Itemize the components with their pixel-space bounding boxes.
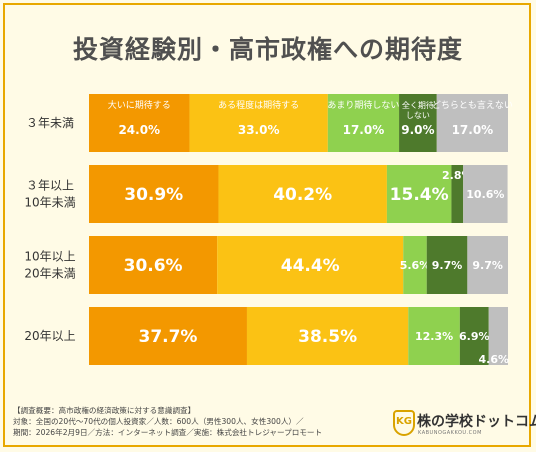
data-label: 30.9% [124,185,183,205]
footer-line: 期間：2026年2月9日／方法：インターネット調査／実施：株式会社トレジャープロ… [13,428,323,437]
bar-segment [408,307,460,365]
bar-segment [467,236,508,294]
data-label: 9.7% [472,259,503,272]
data-label: 38.5% [298,327,357,347]
bar-segment [89,94,190,152]
chart-frame [3,3,531,447]
bar-segment [426,236,468,294]
data-label: 17.0% [452,123,494,137]
category-label: ３年以上 10年未満 [24,179,75,210]
data-label: 33.0% [238,123,280,137]
legend-label: 大いに期待する [108,99,171,111]
bar-segment [451,165,464,223]
bar-segment [189,94,328,152]
category-label: 10年以上 20年未満 [24,250,75,281]
bar-segment [386,165,452,223]
data-label: 37.7% [138,327,197,347]
bar-segment [327,94,400,152]
bar-segment [463,165,508,223]
bar-segment [459,307,489,365]
bar-segment [403,236,427,294]
category-label: 20年以上 [24,329,75,343]
bar-segment [89,236,218,294]
logo-name: 株の学校ドットコム [417,414,536,430]
data-label: 30.6% [124,256,183,276]
data-label: 5.6% [400,259,431,272]
data-label: 12.3% [415,330,453,343]
bar-segment [217,236,404,294]
data-label: 4.6% [478,353,509,366]
chart-title: 投資経験別・高市政権への期待度 [72,35,463,64]
data-label: 40.2% [273,185,332,205]
bar-segment [488,307,508,365]
data-label: 9.0% [401,123,434,137]
survey-footer: 【調査概要：高市政権の経済政策に対する意識調査】 対象：全国の20代〜70代の個… [13,405,383,438]
legend-label: ある程度は期待する [218,99,299,111]
bar-segment [246,307,409,365]
data-label: 24.0% [118,123,160,137]
legend-label: どちらとも言えない [432,99,513,111]
logo-url: KABUNOGAKKOU.COM [418,430,482,436]
footer-line: 【調査概要：高市政権の経済政策に対する意識調査】 [13,406,196,415]
footer-line: 対象：全国の20代〜70代の個人投資家／人数：600人（男性300人、女性300… [13,417,304,426]
brand-logo: KG 株の学校ドットコム KABUNOGAKKOU.COM [393,410,536,442]
bar-segment [218,165,387,223]
bar-segment [89,307,247,365]
legend-label: 全く期待しない [402,100,434,120]
data-label: 6.9% [459,330,490,343]
bar-segment [89,165,219,223]
data-label: 15.4% [390,185,449,205]
data-label: 10.6% [466,188,504,201]
category-label: ３年未満 [26,116,74,130]
data-label: 9.7% [432,259,463,272]
bar-segment [436,94,508,152]
bar-segment [399,94,437,152]
legend-label: あまり期待しない [327,99,399,111]
data-label: 17.0% [343,123,385,137]
shield-logo-icon: KG [393,410,415,436]
data-label: 44.4% [281,256,340,276]
